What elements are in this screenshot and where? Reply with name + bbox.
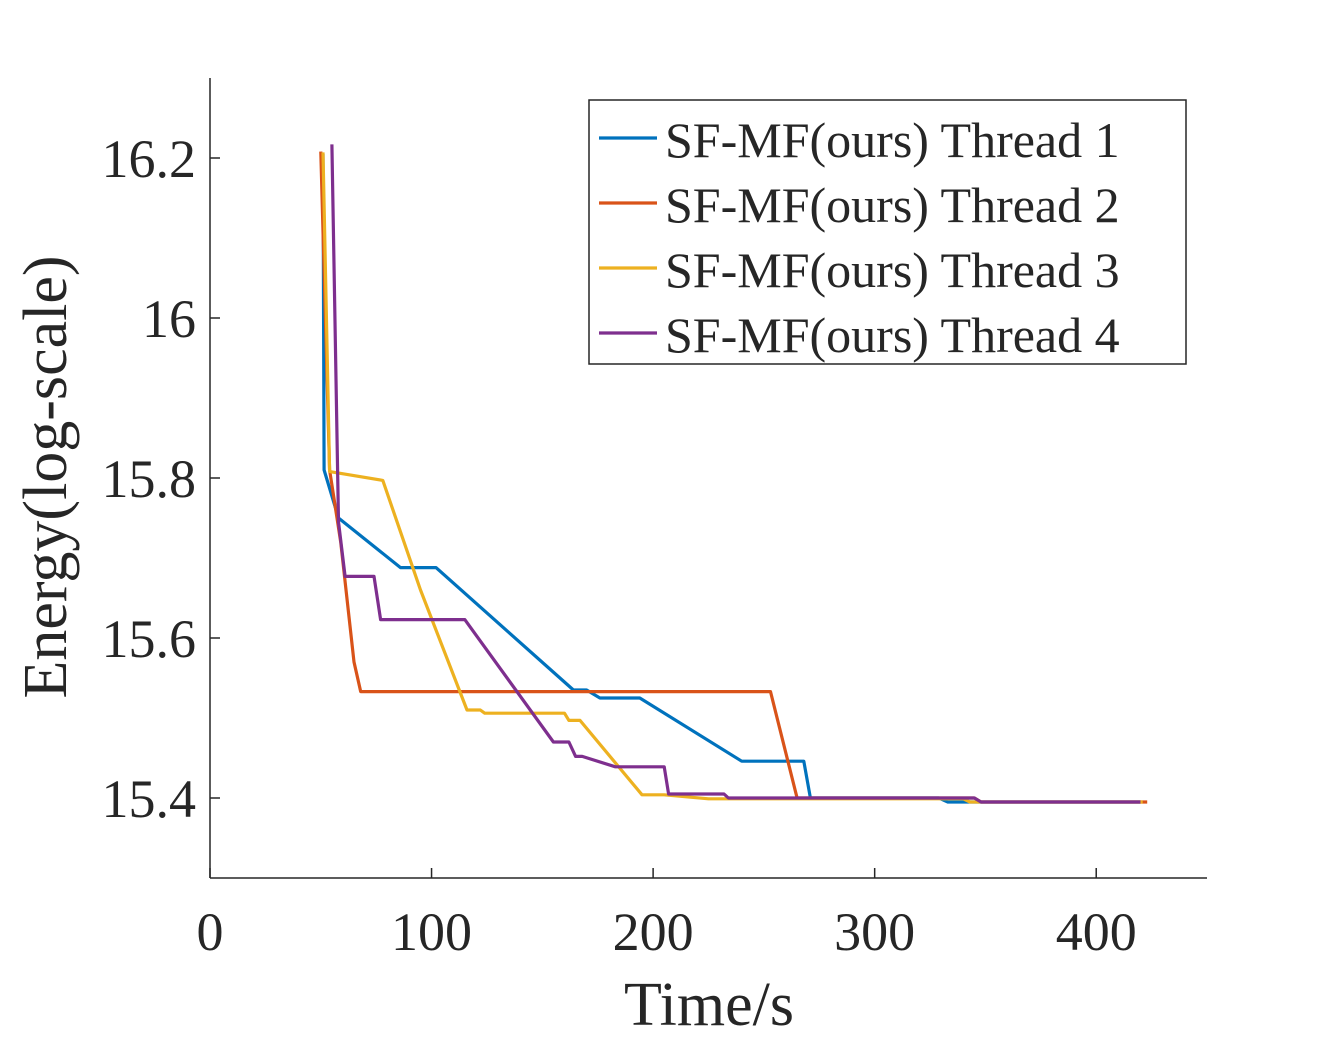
legend-label-thread-2: SF-MF(ours) Thread 2 — [665, 177, 1120, 233]
axes: 0 100 200 300 400 15.4 15.6 15.8 16 16.2 — [102, 78, 1207, 962]
x-tick-label: 200 — [613, 902, 694, 962]
y-tick-label: 16 — [142, 289, 196, 349]
legend-label-thread-3: SF-MF(ours) Thread 3 — [665, 242, 1120, 298]
x-tick-label: 400 — [1056, 902, 1137, 962]
series-lines — [319, 144, 1148, 804]
x-tick-label: 100 — [391, 902, 472, 962]
x-axis-label: Time/s — [624, 971, 794, 1039]
y-axis-label: Energy(log-scale) — [12, 256, 80, 699]
y-tick-label: 15.4 — [102, 769, 197, 829]
series-line-thread-4 — [330, 144, 1141, 804]
y-tick-label: 15.8 — [102, 449, 197, 509]
legend: SF-MF(ours) Thread 1 SF-MF(ours) Thread 2… — [588, 99, 1187, 365]
legend-label-thread-1: SF-MF(ours) Thread 1 — [665, 112, 1120, 168]
legend-label-thread-4: SF-MF(ours) Thread 4 — [665, 307, 1120, 363]
legend-box — [588, 99, 1187, 365]
x-tick-label: 0 — [197, 902, 224, 962]
y-tick-label: 15.6 — [102, 609, 197, 669]
x-tick-label: 300 — [834, 902, 915, 962]
y-tick-label: 16.2 — [102, 129, 197, 189]
